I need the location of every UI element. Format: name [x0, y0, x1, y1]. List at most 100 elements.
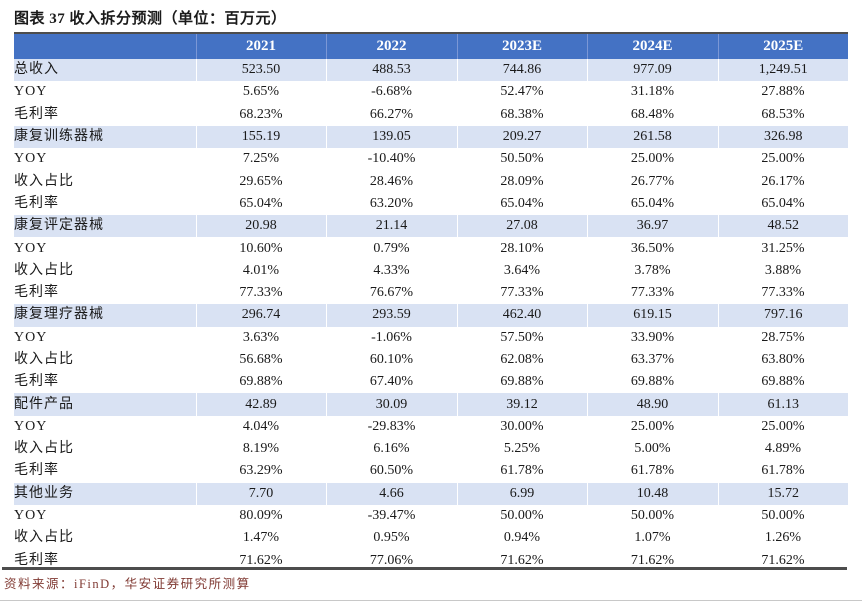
- cell-value: 25.00%: [718, 415, 848, 439]
- cell-value: 28.10%: [457, 237, 587, 260]
- cell-value: 26.17%: [718, 170, 848, 193]
- table-row: 康复理疗器械 296.74 293.59 462.40 619.15 797.16: [14, 304, 848, 327]
- cell-value: 3.88%: [718, 259, 848, 282]
- cell-value: 39.12: [457, 393, 588, 416]
- cell-value: 63.80%: [718, 348, 848, 372]
- cell-value: 69.88%: [196, 371, 326, 394]
- column-header-2024E: 2024E: [587, 33, 719, 59]
- cell-value: 50.00%: [718, 504, 848, 528]
- cell-value: 77.33%: [587, 281, 718, 305]
- table-row: 总收入 523.50 488.53 744.86 977.09 1,249.51: [14, 59, 848, 82]
- cell-value: 61.78%: [457, 460, 587, 483]
- row-label: 康复训练器械: [14, 125, 197, 149]
- table-bottom-rule: [2, 567, 847, 570]
- cell-value: 1.47%: [196, 527, 326, 550]
- table-row: 收入占比 1.47% 0.95% 0.94% 1.07% 1.26%: [14, 527, 848, 550]
- cell-value: 42.89: [196, 393, 327, 416]
- cell-value: 20.98: [196, 215, 327, 238]
- cell-value: -1.06%: [326, 326, 457, 349]
- cell-value: 50.00%: [457, 504, 587, 528]
- cell-value: 33.90%: [587, 326, 718, 349]
- cell-value: 29.65%: [196, 170, 326, 193]
- cell-value: 155.19: [196, 125, 327, 149]
- cell-value: 3.64%: [457, 259, 587, 282]
- row-label: YOY: [14, 237, 196, 260]
- cell-value: 5.65%: [196, 81, 326, 104]
- cell-value: 25.00%: [587, 415, 718, 439]
- cell-value: 619.15: [587, 304, 719, 327]
- cell-value: 0.94%: [457, 527, 587, 550]
- cell-value: 69.88%: [718, 371, 848, 394]
- cell-value: 48.90: [587, 393, 719, 416]
- cell-value: 1,249.51: [718, 59, 848, 82]
- cell-value: -39.47%: [326, 504, 457, 528]
- cell-value: 296.74: [196, 304, 327, 327]
- row-label: YOY: [14, 148, 196, 171]
- cell-value: 61.78%: [718, 460, 848, 483]
- row-label: 收入占比: [14, 259, 196, 282]
- cell-value: 4.04%: [196, 415, 326, 439]
- cell-value: 15.72: [718, 482, 848, 505]
- cell-value: 57.50%: [457, 326, 587, 349]
- cell-value: 63.20%: [326, 192, 457, 216]
- cell-value: 61.78%: [587, 460, 718, 483]
- table-row: YOY 7.25% -10.40% 50.50% 25.00% 25.00%: [14, 148, 848, 171]
- cell-value: 71.62%: [718, 549, 848, 572]
- row-label: 康复理疗器械: [14, 304, 197, 327]
- cell-value: 0.95%: [326, 527, 457, 550]
- cell-value: 261.58: [587, 125, 719, 149]
- row-label: 毛利率: [14, 549, 196, 572]
- cell-value: 293.59: [326, 304, 458, 327]
- cell-value: 67.40%: [326, 371, 457, 394]
- cell-value: 4.01%: [196, 259, 326, 282]
- cell-value: 28.09%: [457, 170, 587, 193]
- row-label: YOY: [14, 326, 196, 349]
- row-label: YOY: [14, 504, 196, 528]
- row-label: 收入占比: [14, 170, 196, 193]
- header-row: 2021 2022 2023E 2024E 2025E: [14, 33, 848, 59]
- cell-value: 50.00%: [587, 504, 718, 528]
- table-row: 其他业务 7.70 4.66 6.99 10.48 15.72: [14, 482, 848, 505]
- row-label: 收入占比: [14, 527, 196, 550]
- cell-value: 6.99: [457, 482, 588, 505]
- cell-value: 30.00%: [457, 415, 587, 439]
- cell-value: 27.88%: [718, 81, 848, 104]
- cell-value: 4.66: [326, 482, 458, 505]
- cell-value: 797.16: [718, 304, 848, 327]
- row-label: 收入占比: [14, 348, 196, 372]
- cell-value: 5.25%: [457, 438, 587, 461]
- cell-value: -6.68%: [326, 81, 457, 104]
- cell-value: 77.33%: [196, 281, 326, 305]
- cell-value: 3.63%: [196, 326, 326, 349]
- cell-value: 65.04%: [196, 192, 326, 216]
- cell-value: 65.04%: [718, 192, 848, 216]
- cell-value: 68.53%: [718, 103, 848, 126]
- cell-value: 4.33%: [326, 259, 457, 282]
- cell-value: 6.16%: [326, 438, 457, 461]
- table-row: 毛利率 77.33% 76.67% 77.33% 77.33% 77.33%: [14, 281, 848, 305]
- table-header: 2021 2022 2023E 2024E 2025E: [14, 33, 848, 59]
- cell-value: 71.62%: [587, 549, 718, 572]
- table-row: 收入占比 56.68% 60.10% 62.08% 63.37% 63.80%: [14, 348, 848, 372]
- cell-value: 77.33%: [457, 281, 587, 305]
- table-row: 收入占比 8.19% 6.16% 5.25% 5.00% 4.89%: [14, 438, 848, 461]
- cell-value: 10.60%: [196, 237, 326, 260]
- cell-value: 10.48: [587, 482, 719, 505]
- cell-value: 326.98: [718, 125, 848, 149]
- cell-value: 68.48%: [587, 103, 718, 126]
- bottom-divider: [0, 600, 862, 601]
- cell-value: 488.53: [326, 59, 458, 82]
- cell-value: 7.25%: [196, 148, 326, 171]
- cell-value: 25.00%: [718, 148, 848, 171]
- row-label: 毛利率: [14, 281, 196, 305]
- column-header-2025E: 2025E: [718, 33, 848, 59]
- row-label: 配件产品: [14, 393, 197, 416]
- cell-value: 68.38%: [457, 103, 587, 126]
- table-row: 毛利率 69.88% 67.40% 69.88% 69.88% 69.88%: [14, 371, 848, 394]
- cell-value: 36.50%: [587, 237, 718, 260]
- row-label: 毛利率: [14, 103, 196, 126]
- cell-value: 744.86: [457, 59, 588, 82]
- cell-value: 68.23%: [196, 103, 326, 126]
- cell-value: 36.97: [587, 215, 719, 238]
- cell-value: 63.29%: [196, 460, 326, 483]
